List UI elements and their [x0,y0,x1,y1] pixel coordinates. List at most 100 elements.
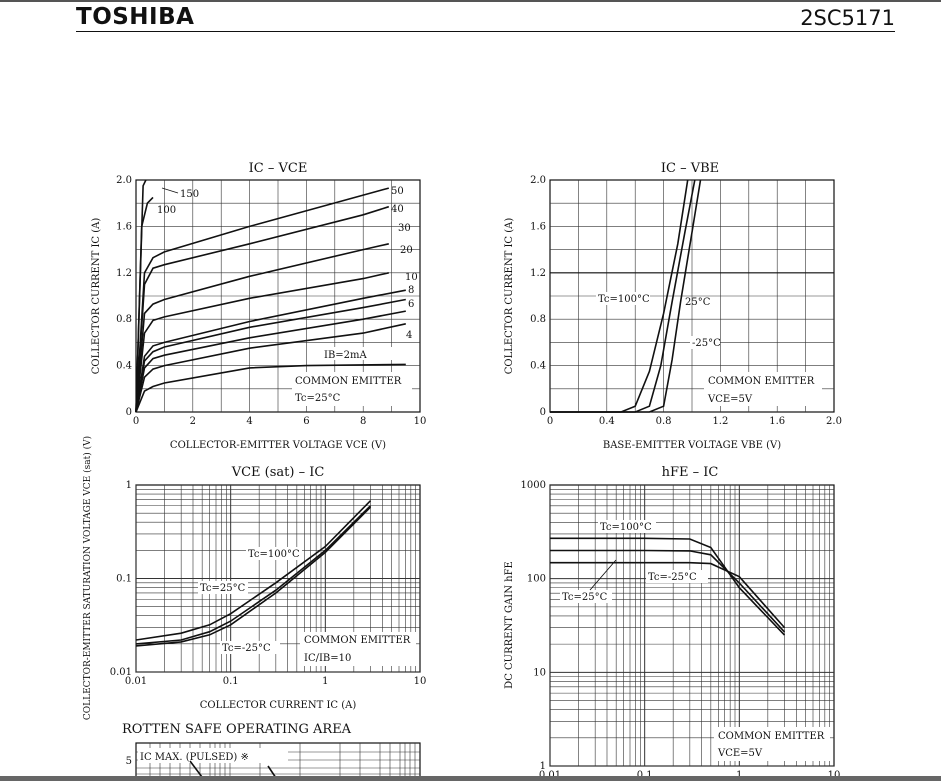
y-tick-label: 100 [527,574,546,585]
y-tick-label: 0.8 [116,314,132,325]
y-tick-label: 0.01 [110,667,132,678]
x-tick-label: 10 [414,676,427,687]
series-line [135,289,406,413]
top-border [0,0,941,2]
y-tick-label: 1 [126,480,132,491]
label-bg [220,641,280,654]
chart-soa: ROTTEN SAFE OPERATING AREA IC MAX. (PULSE… [122,722,421,781]
x-tick-label: 0.01 [125,676,147,687]
series-label: Tc=-25°C [648,572,697,583]
label-bg [704,372,822,406]
vce-label: VCE=5V [707,394,753,405]
x-axis-label: COLLECTOR CURRENT IC (A) [200,700,357,711]
label-bg [646,570,708,583]
chart-title: IC – VCE [249,161,308,176]
x-tick-label: 2 [190,416,196,427]
x-tick-label: 0 [133,416,139,427]
series-line [550,561,786,629]
series-line [550,179,702,413]
series-line [135,505,372,645]
series-label: Tc=100°C [600,522,652,533]
soa-label: IC MAX. (PULSED) ※ [140,752,249,763]
x-tick-label: 10 [414,416,427,427]
series-line [135,196,154,413]
y-tick-label: 1 [540,761,546,772]
label-bg [246,547,302,560]
x-tick-label: 10 [828,770,841,781]
label-bg [138,748,288,763]
x-tick-label: 8 [360,416,366,427]
common-emitter-label: COMMON EMITTER [718,731,825,742]
label-bg [322,347,402,360]
curve-label: 8 [408,285,414,296]
curve-label: 30 [398,223,411,234]
y-axis-label: COLLECTOR-EMITTER SATURATION VOLTAGE VCE… [82,436,93,720]
y-tick-label: 5 [126,756,132,767]
y-tick-label: 0.4 [530,361,546,372]
curve-label: 4 [406,330,412,341]
chart-ic-vbe: 0 0.4 0.8 1.2 1.6 2.0 0 0.4 0.8 1.2 1.6 2.0 IC – VBE… [504,161,842,451]
label-bg [598,520,656,533]
chart-title: VCE (sat) – IC [231,465,325,480]
x-tick-label: 4 [246,416,252,427]
plot-frame [549,484,835,767]
x-tick-label: 0.1 [637,770,653,781]
chart-title: IC – VBE [661,161,719,176]
part-number: 2SC5171 [800,6,895,30]
y-tick-label: 0 [540,407,546,418]
x-tick-label: 0.01 [539,770,561,781]
curve-label: 6 [408,299,414,310]
series-label: Tc=-25°C [222,643,271,654]
common-emitter-label: COMMON EMITTER [708,376,815,387]
y-tick-label: 1.6 [116,221,132,232]
bottom-scroll-edge [0,776,941,781]
x-tick-label: 1.2 [712,416,728,427]
series-line [135,310,406,413]
series-line [135,243,389,413]
x-tick-label: 0.4 [599,416,615,427]
vce-label: VCE=5V [717,748,763,759]
ib-label: IB=2mA [324,350,368,361]
label-bg [292,372,412,406]
plot-frame [135,742,421,781]
x-tick-label: 1.6 [769,416,785,427]
y-tick-label: 0.8 [530,314,546,325]
curve-label: 150 [180,189,199,200]
series-label: -25°C [692,338,721,349]
y-tick-label: 0.1 [116,574,132,585]
series-label: Tc=100°C [598,294,650,305]
series-label: 25°C [685,297,711,308]
y-tick-label: 2.0 [116,175,132,186]
series-line [135,298,406,413]
y-tick-label: 0 [126,407,132,418]
x-tick-label: 2.0 [826,416,842,427]
chart-title: hFE – IC [662,465,719,480]
curve-label: 100 [157,205,176,216]
x-tick-label: 1 [736,770,742,781]
ratio-label: IC/IB=10 [304,653,351,664]
series-line [135,205,390,413]
x-tick-label: 6 [303,416,309,427]
y-axis-label: DC CURRENT GAIN hFE [504,561,515,689]
series-line [550,537,786,636]
curve-label: 40 [391,204,404,215]
label-bg [690,336,720,349]
curve-label: 20 [400,245,413,256]
series-line [135,187,390,413]
y-tick-label: 1.6 [530,221,546,232]
curve-pointer [589,559,617,591]
series-line [135,272,389,413]
brand-logo: TOSHIBA [76,4,195,30]
y-tick-label: 1000 [521,480,546,491]
x-tick-label: 1 [322,676,328,687]
x-axis-label: BASE-EMITTER VOLTAGE VBE (V) [603,440,781,451]
series-line [135,500,372,641]
y-tick-label: 1.2 [530,268,546,279]
soa-title: ROTTEN SAFE OPERATING AREA [122,722,352,737]
label-bg [560,590,612,603]
label-bg [198,581,248,594]
curve-pointer [161,187,179,194]
series-line [135,363,406,413]
y-tick-label: 1.2 [116,268,132,279]
